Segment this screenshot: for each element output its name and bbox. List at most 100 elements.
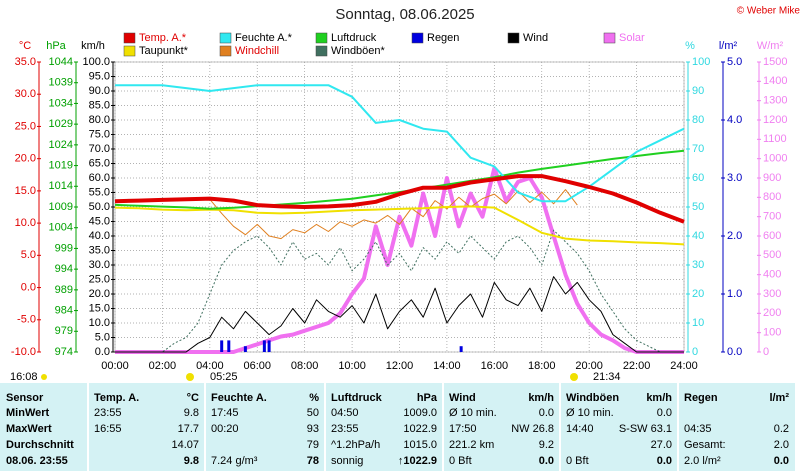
table-cell: ↑1022.9: [398, 455, 437, 467]
sunset: 21:34: [593, 371, 621, 383]
y-tick-label: 1400: [763, 75, 787, 87]
y-tick-label: 80.0: [89, 114, 110, 126]
table-cell: 50: [307, 407, 319, 419]
table-cell: 17:50: [449, 423, 477, 435]
y-tick-label: 1034: [49, 97, 73, 109]
table-cell: 0 Bft: [449, 455, 472, 467]
x-tick-label: 06:00: [243, 360, 271, 372]
table-cell: 17:45: [211, 407, 239, 419]
axis-title: W/m²: [757, 40, 784, 52]
y-tick-label: 55.0: [89, 186, 110, 198]
x-tick-label: 12:00: [386, 360, 414, 372]
y-tick-label: 300: [763, 288, 781, 300]
legend-swatch: [603, 32, 616, 44]
table-cell: 1022.9: [403, 423, 437, 435]
y-tick-label: 0.0: [727, 346, 742, 358]
y-tick-label: 10: [692, 317, 704, 329]
y-tick-label: 20: [692, 288, 704, 300]
y-tick-label: 5.0: [95, 331, 110, 343]
y-tick-label: 90: [692, 85, 704, 97]
y-tick-label: 1024: [49, 139, 73, 151]
table-cell: 2.0: [774, 439, 789, 451]
table-cell: MinWert: [6, 407, 50, 419]
y-tick-label: 1004: [49, 222, 73, 234]
table-cell: Ø 10 min.: [449, 407, 497, 419]
legend-label: Wind: [523, 32, 548, 44]
y-tick-label: 2.0: [727, 230, 742, 242]
legend-swatch: [219, 45, 232, 57]
legend-label: Luftdruck: [331, 32, 377, 44]
table-cell: Feuchte A.: [211, 392, 267, 404]
table-cell: 0 Bft: [566, 455, 589, 467]
y-tick-label: 1100: [763, 133, 787, 145]
y-tick-label: 700: [763, 211, 781, 223]
y-tick-label: 20.0: [89, 288, 110, 300]
axis-title: °C: [19, 40, 31, 52]
y-tick-label: 35.0: [89, 244, 110, 256]
legend-label: Windchill: [235, 45, 279, 57]
y-tick-label: 70: [692, 143, 704, 155]
y-tick-label: 0.0: [95, 346, 110, 358]
legend-label: Taupunkt*: [139, 45, 189, 57]
legend-label: Windböen*: [331, 45, 386, 57]
table-cell: 2.0 l/m²: [684, 455, 721, 467]
y-tick-label: 25.0: [15, 120, 36, 132]
y-tick-label: 65.0: [89, 157, 110, 169]
x-tick-label: 24:00: [670, 360, 698, 372]
table-cell: 0.0: [539, 407, 554, 419]
chart-title: Sonntag, 08.06.2025: [335, 6, 474, 23]
legend-label: Solar: [619, 32, 645, 44]
y-tick-label: 50.0: [89, 201, 110, 213]
y-tick-label: 1029: [49, 118, 73, 130]
y-tick-label: 35.0: [15, 56, 36, 68]
sunrise: 05:25: [210, 371, 238, 383]
x-tick-label: 10:00: [338, 360, 366, 372]
table-cell: Luftdruck: [331, 392, 383, 404]
table-cell: 23:55: [331, 423, 359, 435]
current-time: 16:08: [10, 371, 38, 383]
table-cell: 00:20: [211, 423, 239, 435]
y-tick-label: 1014: [49, 180, 73, 192]
y-tick-label: 994: [55, 263, 73, 275]
axis-title: hPa: [46, 40, 66, 52]
y-tick-label: 100: [763, 327, 781, 339]
table-cell: 221.2 km: [449, 439, 494, 451]
table-cell: 9.2: [539, 439, 554, 451]
table-bg: [0, 383, 795, 471]
y-tick-label: 1000: [763, 153, 787, 165]
x-tick-label: 04:00: [196, 360, 224, 372]
y-tick-label: 100.0: [82, 56, 110, 68]
y-tick-label: 1039: [49, 77, 73, 89]
table-cell: 16:55: [94, 423, 122, 435]
y-tick-label: 900: [763, 172, 781, 184]
table-cell: Sensor: [6, 392, 44, 404]
table-cell: 1009.0: [403, 407, 437, 419]
x-tick-label: 00:00: [101, 360, 129, 372]
y-tick-label: 800: [763, 191, 781, 203]
y-tick-label: -5.0: [17, 314, 36, 326]
rain-bar: [267, 340, 271, 352]
series-line: [115, 276, 684, 353]
y-tick-label: 5.0: [21, 249, 36, 261]
y-tick-label: 979: [55, 325, 73, 337]
table-cell: km/h: [646, 392, 672, 404]
y-tick-label: 200: [763, 307, 781, 319]
y-tick-label: 15.0: [89, 302, 110, 314]
y-tick-label: 90.0: [89, 85, 110, 97]
table-cell: 9.8: [184, 407, 199, 419]
series-line: [115, 229, 684, 353]
y-tick-label: -10.0: [11, 346, 36, 358]
table-cell: 14:40: [566, 423, 594, 435]
rain-bar: [220, 340, 224, 352]
legend-swatch: [123, 45, 136, 57]
y-tick-label: 85.0: [89, 99, 110, 111]
y-tick-label: 1044: [49, 56, 73, 68]
y-tick-label: 20.0: [15, 153, 36, 165]
table-cell: Gesamt:: [684, 439, 726, 451]
y-tick-label: 60: [692, 172, 704, 184]
copyright: © Weber Mike: [737, 6, 801, 17]
rain-bar: [243, 346, 247, 352]
table-cell: hPa: [417, 392, 438, 404]
y-tick-label: 10.0: [15, 217, 36, 229]
